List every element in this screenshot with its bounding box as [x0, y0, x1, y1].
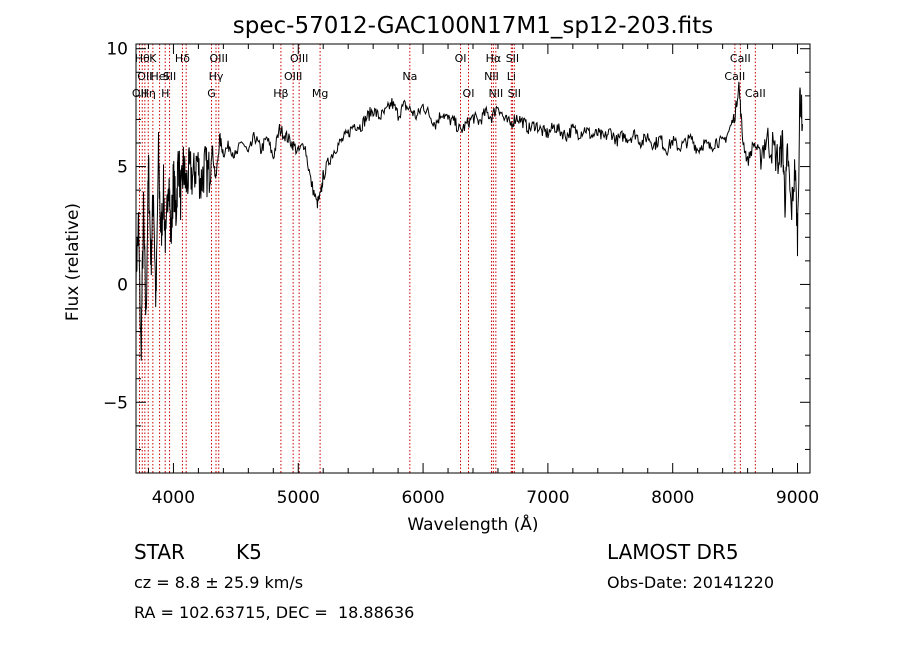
line-marker-label: CaII — [745, 87, 766, 100]
line-marker-label: Hα — [486, 52, 502, 65]
line-marker-label: K — [149, 52, 157, 65]
ra-dec: RA = 102.63715, DEC = 18.88636 — [134, 603, 415, 622]
line-marker-label: Mg — [312, 87, 328, 100]
line-marker-label: SII — [508, 87, 521, 100]
line-marker-label: CaII — [724, 70, 745, 83]
observation-date: Obs-Date: 20141220 — [607, 573, 775, 592]
y-tick-label: 0 — [117, 275, 128, 295]
line-marker-label: Hθ — [135, 52, 150, 65]
x-tick-label: 9000 — [776, 488, 819, 508]
line-marker-labels: OIIHθOIIHηKHeIHSIIHδGHγOIIIHβOIIIOIIIMgN… — [132, 52, 766, 100]
x-tick-label: 8000 — [651, 488, 694, 508]
x-axis-label: Wavelength (Å) — [407, 513, 538, 535]
line-marker-label: SII — [506, 52, 519, 65]
line-marker-label: Li — [507, 70, 516, 83]
x-tick-label: 4000 — [152, 488, 195, 508]
redshift-cz: cz = 8.8 ± 25.9 km/s — [134, 573, 304, 592]
line-marker-label: SII — [163, 70, 176, 83]
line-marker-label: OII — [137, 70, 152, 83]
y-axis-label: Flux (relative) — [63, 203, 83, 321]
y-tick-label: 5 — [117, 158, 128, 178]
line-marker-label: CaII — [730, 52, 751, 65]
survey-name: LAMOST DR5 — [607, 540, 739, 564]
line-marker-label: Hβ — [273, 87, 288, 100]
chart-title: spec-57012-GAC100N17M1_sp12-203.fits — [233, 13, 713, 39]
object-class: STAR — [134, 540, 185, 564]
line-marker-label: OIII — [284, 70, 302, 83]
line-marker-label: NII — [488, 87, 503, 100]
line-marker-label: OI — [455, 52, 467, 65]
line-marker-label: Hγ — [209, 70, 224, 83]
line-marker-label: Na — [402, 70, 417, 83]
line-marker-label: NII — [484, 70, 499, 83]
line-marker-label: Hη — [141, 87, 156, 100]
x-tick-label: 6000 — [401, 488, 444, 508]
y-tick-label: −5 — [103, 393, 128, 413]
x-tick-label: 7000 — [526, 488, 569, 508]
object-subclass: K5 — [236, 540, 262, 564]
y-tick-label: 10 — [106, 40, 128, 60]
line-marker-label: HeI — [150, 70, 168, 83]
line-markers — [138, 44, 756, 473]
spectrum-line — [135, 81, 803, 361]
axis-ticks — [136, 44, 810, 473]
line-marker-label: OIII — [290, 52, 308, 65]
line-marker-label: Hδ — [175, 52, 190, 65]
line-marker-label: H — [161, 87, 169, 100]
line-marker-label: OI — [463, 87, 475, 100]
line-marker-label: OIII — [210, 52, 228, 65]
plot-frame — [135, 43, 811, 474]
line-marker-label: G — [207, 87, 216, 100]
x-tick-label: 5000 — [277, 488, 320, 508]
axis-tick-labels: 4000 5000 6000 7000 8000 9000 −5 0 5 10 — [103, 40, 819, 508]
